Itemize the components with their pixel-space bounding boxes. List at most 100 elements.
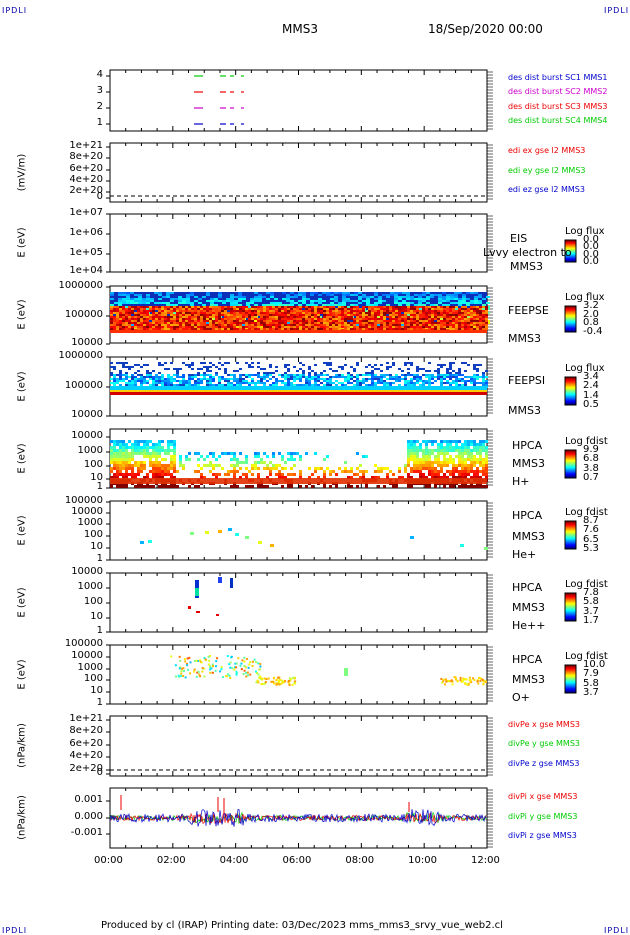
ytick-label: 10000 [0,566,103,577]
ytick-label: 100000 [0,309,103,320]
ytick-label: 1 [0,697,103,708]
panel-p7 [106,501,576,560]
ytick-label: 0 [0,767,103,778]
colorbar [565,306,576,333]
panel-frame [110,214,487,272]
ytick-label: 10000 [0,337,103,348]
panel-p5 [106,357,576,416]
legend-entry: divPi x gse MMS3 [508,792,577,801]
y-axis-label: E (eV) [17,443,28,473]
panel-p2 [106,143,493,202]
panel-side-label: HPCA [512,653,542,666]
ytick-label: 1e+07 [0,207,103,218]
panel-side-label: HPCA [512,581,542,594]
panel-p9 [106,645,576,704]
legend-entry: divPe x gse MMS3 [508,720,580,729]
panel-side-label: H+ [512,475,530,488]
ytick-label: 4e+20 [0,750,103,761]
ytick-label: 0.001 [0,794,103,805]
colorbar [565,377,576,406]
panel-side-label: MMS3 [510,260,543,273]
legend-entry: des dist burst SC3 MMS3 [508,102,607,111]
y-axis-label: E (eV) [17,371,28,401]
panel-frame [110,716,487,776]
ytick-label: 100000 [0,495,103,506]
ytick-label: 0 [0,191,103,202]
panel-side-label: FEEPSI [508,374,545,387]
panel-side-label: MMS3 [512,673,545,686]
x-tick-label: 12:00 [471,855,500,866]
ytick-label: 1000000 [0,350,103,361]
legend-entry: des dist burst SC4 MMS4 [508,116,607,125]
ytick-label: 1e+04 [0,265,103,276]
y-axis-label: (nPa/km) [17,723,28,768]
ytick-label: 10000 [0,650,103,661]
colorbar-tick: 0.7 [583,472,599,483]
ytick-label: -0.001 [0,827,103,838]
panel-frame [110,501,487,560]
colorbar-tick: 5.3 [583,543,599,554]
ytick-label: 100000 [0,638,103,649]
ytick-label: 100 [0,673,103,684]
panel-side-label: He++ [512,619,545,632]
ytick-label: 4 [0,69,103,80]
ytick-label: 10000 [0,430,103,441]
ytick-label: 1e+21 [0,713,103,724]
ytick-label: 10 [0,541,103,552]
ytick-label: 1e+21 [0,140,103,151]
colorbar [565,593,576,622]
panel-frame [110,573,487,632]
ytick-label: 1 [0,553,103,564]
colorbar [565,521,576,550]
panel-side-label: O+ [512,691,530,704]
legend-entry: divPi y gse MMS3 [508,812,577,821]
panel-frame [110,70,487,131]
x-tick-label: 04:00 [220,855,249,866]
ytick-label: 2 [0,101,103,112]
ytick-label: 10000 [0,409,103,420]
panel-frame [110,645,487,704]
panel-side-label: He+ [512,548,536,561]
ytick-label: 8e+20 [0,725,103,736]
ytick-label: 1000 [0,662,103,673]
panel-side-label: MMS3 [508,332,541,345]
ytick-label: 100 [0,596,103,607]
y-axis-label: E (eV) [17,587,28,617]
panel-side-label: HPCA [512,509,542,522]
panel-overlay-text: Lvvy electron to [483,246,572,259]
ytick-label: 1000 [0,517,103,528]
ytick-label: 10 [0,685,103,696]
colorbar-tick: 1.7 [583,615,599,626]
ytick-label: 8e+20 [0,151,103,162]
y-axis-label: E (eV) [17,515,28,545]
colorbar-tick: 0.0 [583,256,599,267]
ytick-label: 100 [0,459,103,470]
legend-entry: edi ex gse l2 MMS3 [508,146,585,155]
panel-side-label: MMS3 [512,457,545,470]
ytick-label: 1 [0,625,103,636]
ytick-label: 1 [0,117,103,128]
y-axis-label: (nPa/km) [17,795,28,840]
ytick-label: 6e+20 [0,738,103,749]
colorbar-tick: 3.7 [583,687,599,698]
panel-side-label: FEEPSE [508,304,549,317]
panel-side-label: MMS3 [508,404,541,417]
legend-entry: edi ez gse l2 MMS3 [508,185,585,194]
y-axis-label: E (eV) [17,659,28,689]
legend-entry: des dist burst SC1 MMS1 [508,73,607,82]
ytick-label: 6e+20 [0,163,103,174]
y-axis-label: (mV/m) [17,153,28,191]
colorbar [565,665,576,694]
panel-side-label: HPCA [512,439,542,452]
panel-side-label: MMS3 [512,530,545,543]
x-tick-label: 06:00 [283,855,312,866]
ytick-label: 10000 [0,506,103,517]
panel-p8 [106,573,576,632]
panel-side-label: EIS [510,232,527,245]
ytick-label: 1000 [0,445,103,456]
colorbar [565,450,576,479]
y-axis-label: E (eV) [17,299,28,329]
ytick-label: 3 [0,85,103,96]
legend-entry: divPi z gse MMS3 [508,831,577,840]
panel-p3 [106,214,576,272]
